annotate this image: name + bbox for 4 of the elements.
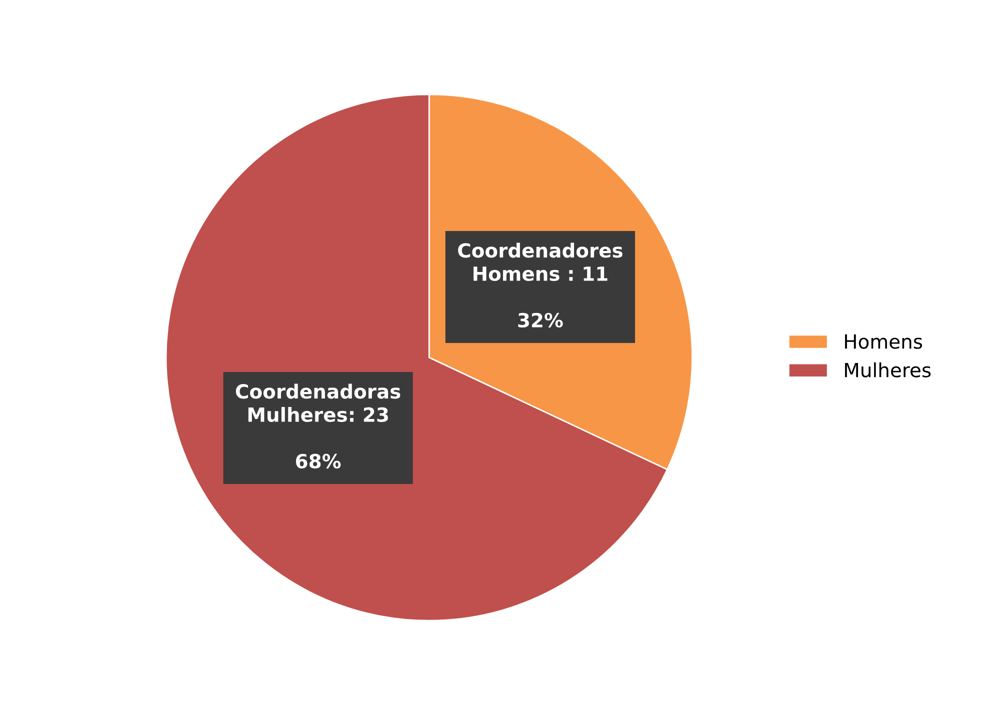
legend-label: Mulheres <box>845 362 931 378</box>
text: Coordenadoras Mulheres: 23 68% <box>236 384 400 469</box>
legend-label: Homens <box>845 334 922 349</box>
text: Coordenadores Homens : 11 32% <box>458 242 622 328</box>
